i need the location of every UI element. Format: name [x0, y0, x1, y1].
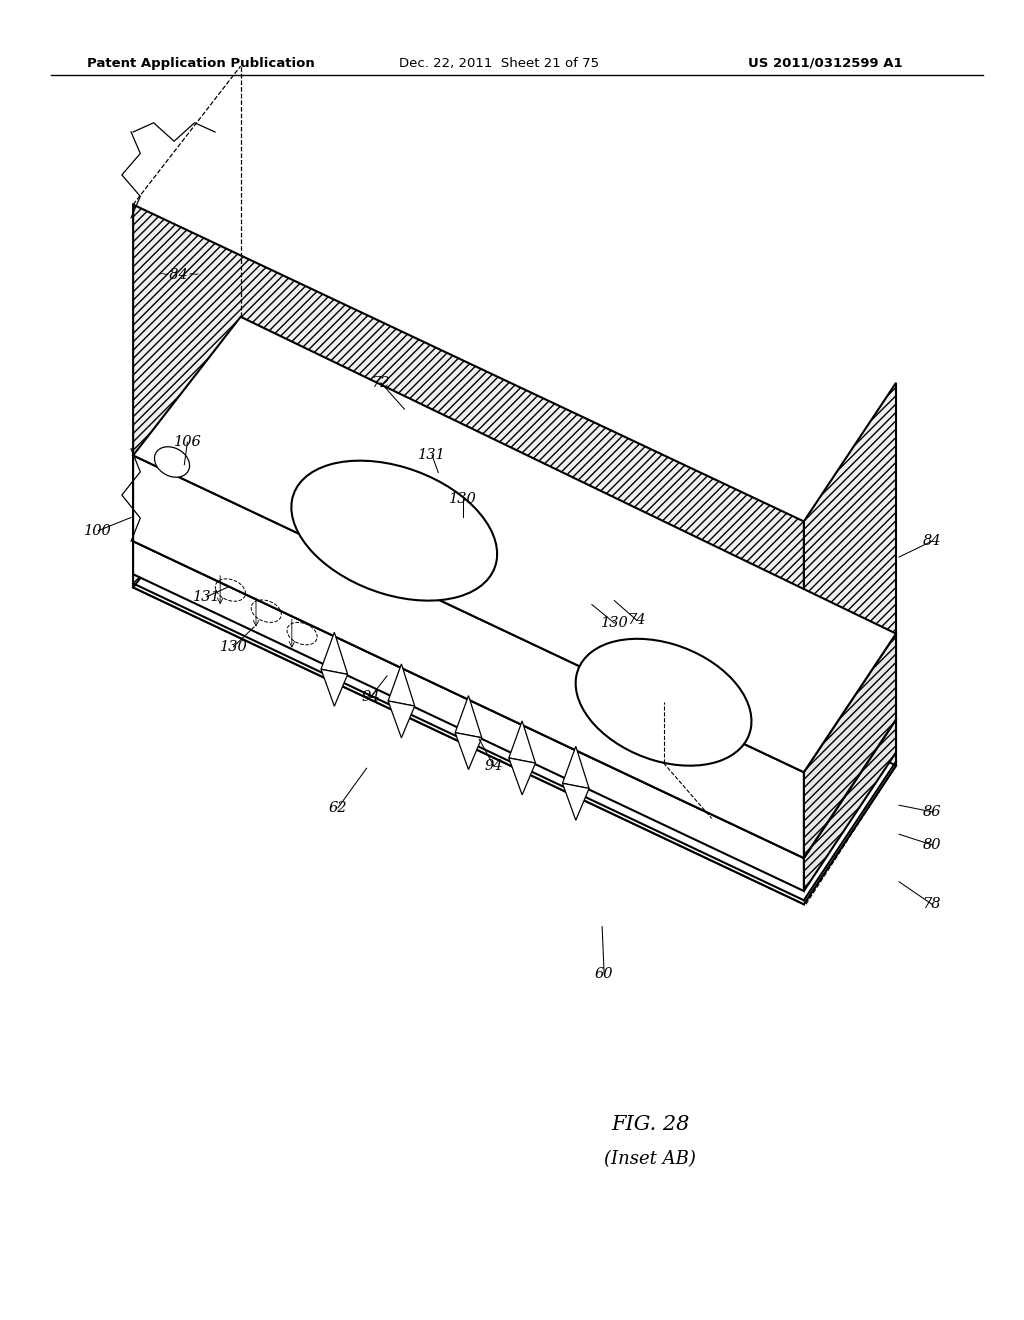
Polygon shape: [133, 317, 896, 772]
Text: 106: 106: [173, 436, 202, 449]
Ellipse shape: [155, 446, 189, 478]
Text: 62: 62: [329, 801, 347, 814]
Polygon shape: [509, 721, 536, 763]
Polygon shape: [133, 455, 804, 858]
Polygon shape: [509, 758, 536, 795]
Text: US 2011/0312599 A1: US 2011/0312599 A1: [748, 57, 902, 70]
Ellipse shape: [575, 639, 752, 766]
Polygon shape: [804, 634, 896, 858]
Text: 72: 72: [372, 376, 390, 389]
Text: ~84~: ~84~: [158, 268, 201, 281]
Polygon shape: [562, 746, 589, 788]
Text: 86: 86: [923, 805, 941, 818]
Text: 130: 130: [449, 492, 477, 506]
Polygon shape: [804, 719, 896, 891]
Text: 131: 131: [193, 590, 221, 603]
Text: 78: 78: [923, 898, 941, 911]
Text: (Inset AB): (Inset AB): [604, 1150, 696, 1168]
Text: Dec. 22, 2011  Sheet 21 of 75: Dec. 22, 2011 Sheet 21 of 75: [399, 57, 599, 70]
Polygon shape: [322, 632, 348, 675]
Text: FIG. 28: FIG. 28: [611, 1115, 689, 1134]
Text: 100: 100: [84, 524, 113, 537]
Polygon shape: [804, 383, 896, 904]
Text: 80: 80: [923, 838, 941, 851]
Text: Patent Application Publication: Patent Application Publication: [87, 57, 314, 70]
Text: 94: 94: [361, 690, 380, 704]
Polygon shape: [133, 205, 804, 904]
Polygon shape: [388, 664, 415, 706]
Text: 74: 74: [628, 614, 646, 627]
Polygon shape: [388, 701, 415, 738]
Text: 130: 130: [600, 616, 629, 630]
Polygon shape: [562, 783, 589, 820]
Text: 84: 84: [923, 535, 941, 548]
Ellipse shape: [292, 461, 497, 601]
Text: 60: 60: [595, 968, 613, 981]
Text: 94: 94: [484, 759, 503, 772]
Polygon shape: [133, 449, 896, 904]
Text: 130: 130: [219, 640, 248, 653]
Polygon shape: [455, 733, 482, 770]
Polygon shape: [133, 403, 896, 858]
Polygon shape: [322, 669, 348, 706]
Text: 131: 131: [418, 449, 446, 462]
Polygon shape: [133, 541, 804, 891]
Polygon shape: [455, 696, 482, 738]
